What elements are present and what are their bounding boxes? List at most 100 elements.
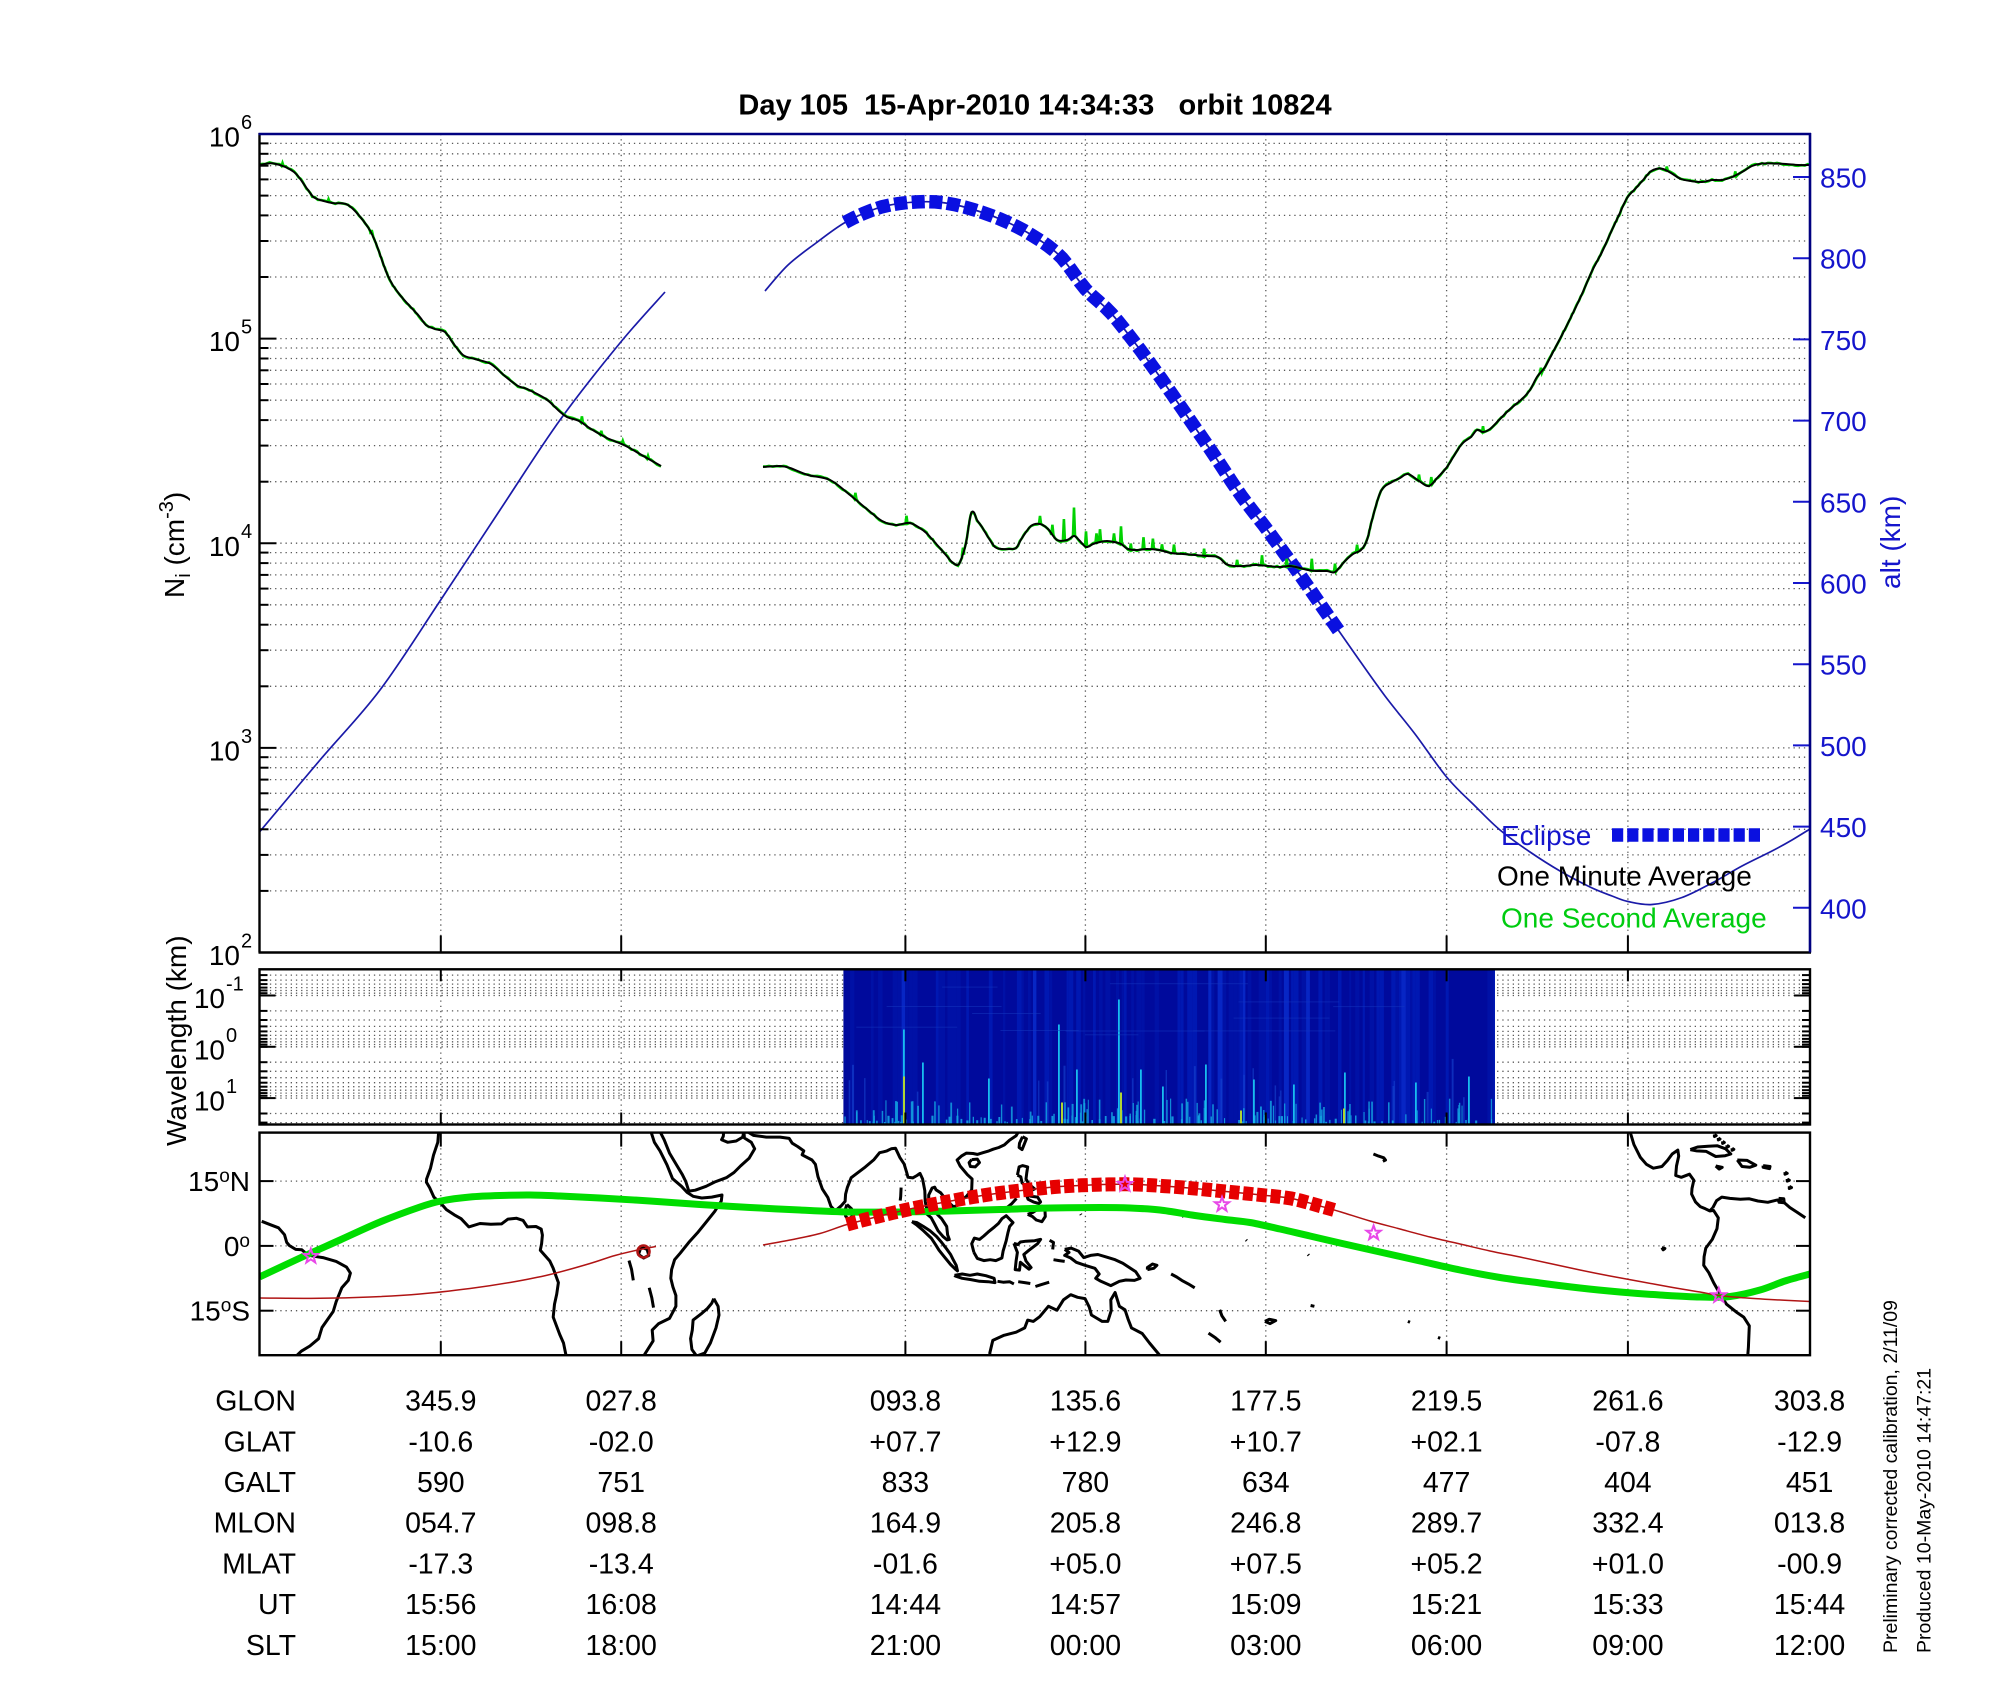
svg-text:12:00: 12:00	[1774, 1630, 1845, 1662]
svg-text:780: 780	[1062, 1467, 1110, 1499]
svg-text:15:00: 15:00	[405, 1630, 476, 1662]
svg-text:06:00: 06:00	[1411, 1630, 1482, 1662]
svg-text:219.5: 219.5	[1411, 1386, 1482, 1418]
svg-text:027.8: 027.8	[586, 1386, 657, 1418]
svg-text:GALT: GALT	[224, 1467, 296, 1499]
svg-text:400: 400	[1820, 893, 1867, 924]
svg-text:Eclipse: Eclipse	[1501, 820, 1591, 851]
svg-text:450: 450	[1820, 812, 1867, 843]
svg-text:054.7: 054.7	[405, 1508, 476, 1540]
svg-text:alt (km): alt (km)	[1875, 496, 1906, 589]
svg-text:345.9: 345.9	[405, 1386, 476, 1418]
svg-text:164.9: 164.9	[870, 1508, 941, 1540]
svg-text:09:00: 09:00	[1592, 1630, 1663, 1662]
svg-text:+01.0: +01.0	[1592, 1548, 1664, 1580]
svg-text:+02.1: +02.1	[1411, 1426, 1483, 1458]
svg-text:15:33: 15:33	[1592, 1589, 1663, 1621]
svg-text:14:57: 14:57	[1050, 1589, 1121, 1621]
svg-text:-12.9: -12.9	[1777, 1426, 1842, 1458]
svg-text:10: 10	[209, 735, 240, 766]
svg-text:14:44: 14:44	[870, 1589, 941, 1621]
svg-text:10: 10	[194, 983, 225, 1014]
svg-text:15:44: 15:44	[1774, 1589, 1845, 1621]
svg-text:332.4: 332.4	[1592, 1508, 1663, 1540]
svg-text:+07.5: +07.5	[1230, 1548, 1302, 1580]
svg-text:093.8: 093.8	[870, 1386, 941, 1418]
svg-text:1: 1	[226, 1076, 237, 1098]
svg-text:750: 750	[1820, 325, 1867, 356]
svg-text:550: 550	[1820, 650, 1867, 681]
svg-text:404: 404	[1604, 1467, 1652, 1499]
svg-text:GLAT: GLAT	[224, 1426, 296, 1458]
svg-text:Preliminary corrected calibrat: Preliminary corrected calibration, 2/11/…	[1880, 1300, 1902, 1653]
svg-text:751: 751	[597, 1467, 645, 1499]
svg-text:6: 6	[241, 112, 252, 134]
svg-text:477: 477	[1423, 1467, 1471, 1499]
svg-text:600: 600	[1820, 569, 1867, 600]
svg-text:Day 105 15-Apr-2010 14:34:33: Day 105 15-Apr-2010 14:34:33 orbit 10824	[738, 90, 1331, 122]
svg-text:UT: UT	[258, 1589, 296, 1621]
svg-text:-1: -1	[226, 974, 244, 996]
svg-text:700: 700	[1820, 406, 1867, 437]
svg-text:+10.7: +10.7	[1230, 1426, 1302, 1458]
svg-text:5: 5	[241, 317, 252, 339]
svg-text:850: 850	[1820, 163, 1867, 194]
svg-text:10: 10	[209, 122, 240, 153]
svg-text:One Minute Average: One Minute Average	[1497, 861, 1752, 892]
svg-text:303.8: 303.8	[1774, 1386, 1845, 1418]
svg-text:18:00: 18:00	[586, 1630, 657, 1662]
svg-text:Wavelength (km): Wavelength (km)	[161, 935, 192, 1146]
svg-text:+05.0: +05.0	[1049, 1548, 1121, 1580]
svg-text:GLON: GLON	[215, 1386, 296, 1418]
svg-text:15:56: 15:56	[405, 1589, 476, 1621]
svg-text:098.8: 098.8	[586, 1508, 657, 1540]
svg-text:833: 833	[882, 1467, 930, 1499]
svg-text:-07.8: -07.8	[1595, 1426, 1660, 1458]
svg-text:4: 4	[241, 521, 252, 543]
svg-text:+07.7: +07.7	[869, 1426, 941, 1458]
svg-text:0: 0	[226, 1025, 237, 1047]
svg-text:03:00: 03:00	[1230, 1630, 1301, 1662]
svg-text:15oS: 15oS	[190, 1296, 250, 1327]
svg-text:SLT: SLT	[246, 1630, 296, 1662]
svg-text:+12.9: +12.9	[1049, 1426, 1121, 1458]
svg-text:261.6: 261.6	[1592, 1386, 1663, 1418]
svg-text:246.8: 246.8	[1230, 1508, 1301, 1540]
svg-text:650: 650	[1820, 487, 1867, 518]
svg-text:-10.6: -10.6	[408, 1426, 473, 1458]
svg-text:800: 800	[1820, 244, 1867, 275]
svg-text:One Second Average: One Second Average	[1501, 903, 1767, 934]
svg-text:Ni (cm-3): Ni (cm-3)	[156, 492, 195, 598]
svg-text:15:21: 15:21	[1411, 1589, 1482, 1621]
svg-text:10: 10	[209, 940, 240, 971]
svg-text:MLAT: MLAT	[222, 1548, 296, 1580]
svg-text:21:00: 21:00	[870, 1630, 941, 1662]
svg-text:205.8: 205.8	[1050, 1508, 1121, 1540]
svg-text:+05.2: +05.2	[1411, 1548, 1483, 1580]
svg-text:10: 10	[194, 1034, 225, 1065]
svg-text:-01.6: -01.6	[873, 1548, 938, 1580]
svg-text:-00.9: -00.9	[1777, 1548, 1842, 1580]
svg-text:3: 3	[241, 726, 252, 748]
svg-text:10: 10	[194, 1086, 225, 1117]
svg-text:10: 10	[209, 531, 240, 562]
svg-text:15:09: 15:09	[1230, 1589, 1301, 1621]
svg-text:177.5: 177.5	[1230, 1386, 1301, 1418]
svg-text:135.6: 135.6	[1050, 1386, 1121, 1418]
svg-text:10: 10	[209, 326, 240, 357]
svg-text:-02.0: -02.0	[589, 1426, 654, 1458]
svg-text:MLON: MLON	[214, 1508, 296, 1540]
svg-text:00:00: 00:00	[1050, 1630, 1121, 1662]
svg-text:500: 500	[1820, 731, 1867, 762]
svg-text:451: 451	[1786, 1467, 1834, 1499]
svg-text:289.7: 289.7	[1411, 1508, 1482, 1540]
svg-text:Produced 10-May-2010 14:47:21: Produced 10-May-2010 14:47:21	[1914, 1368, 1936, 1653]
svg-text:-17.3: -17.3	[408, 1548, 473, 1580]
svg-text:590: 590	[417, 1467, 465, 1499]
svg-text:-13.4: -13.4	[589, 1548, 654, 1580]
svg-text:15oN: 15oN	[188, 1166, 250, 1197]
svg-text:634: 634	[1242, 1467, 1290, 1499]
svg-text:2: 2	[241, 931, 252, 953]
svg-text:16:08: 16:08	[586, 1589, 657, 1621]
svg-text:013.8: 013.8	[1774, 1508, 1845, 1540]
